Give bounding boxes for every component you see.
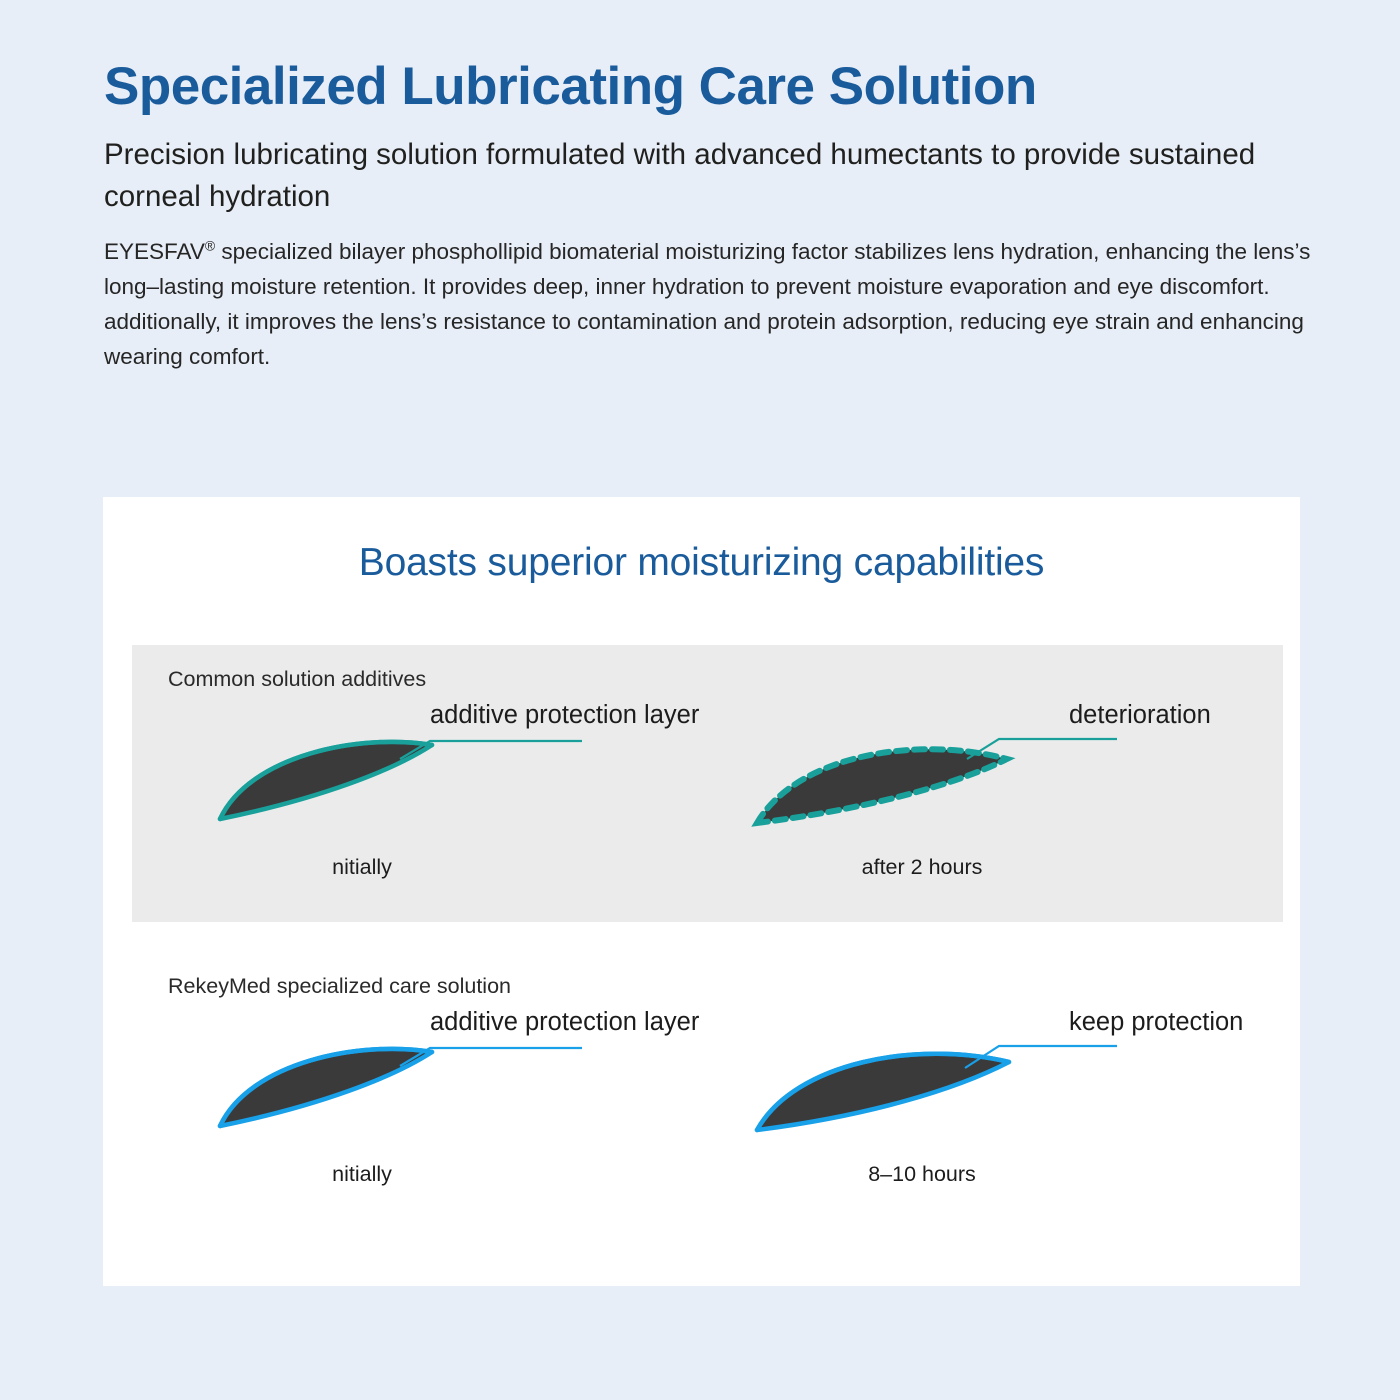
registered-trademark-icon: ® xyxy=(204,237,216,254)
leader-line xyxy=(399,1046,582,1067)
comparison-row-rekeymed: RekeyMed specialized care solution addit… xyxy=(132,952,1283,1229)
row-label-common: Common solution additives xyxy=(168,667,427,691)
caption-initially: nitially xyxy=(332,1162,392,1186)
lens-upper-edge xyxy=(217,1046,435,1129)
page-subtitle: Precision lubricating solution formulate… xyxy=(104,138,1256,214)
lens-diagram-common-initially xyxy=(217,739,582,822)
lens-cell-common-initially: additive protection layer nitially xyxy=(132,645,699,922)
caption-initially: nitially xyxy=(332,855,392,879)
lens-diagram-rekeymed-initially xyxy=(217,1046,582,1129)
lens-deterioration-outline xyxy=(751,746,1016,827)
comparison-card: Boasts superior moisturizing capabilitie… xyxy=(103,497,1300,1286)
annotation-keep-protection: keep protection xyxy=(1069,1008,1244,1036)
header-block: Specialized Lubricating Care Solution Pr… xyxy=(104,57,1334,374)
comparison-row-common: Common solution additives additive prote… xyxy=(132,645,1283,922)
lens-diagram-rekeymed-protected xyxy=(754,1044,1117,1133)
annotation-additive-protection-layer: additive protection layer xyxy=(430,1008,700,1036)
lens-cell-rekeymed-initially: additive protection layer nitially xyxy=(132,952,699,1229)
description-text: specialized bilayer phosphollipid biomat… xyxy=(104,239,1311,370)
leader-line xyxy=(966,737,1117,760)
leader-line xyxy=(964,1044,1117,1069)
lens-diagram-common-deteriorated xyxy=(751,737,1117,827)
page-description: EYESFAV® specialized bilayer phosphollip… xyxy=(104,234,1319,374)
brand-name: EYESFAV xyxy=(104,239,205,265)
page-title: Specialized Lubricating Care Solution xyxy=(104,57,1037,116)
leader-line xyxy=(399,739,582,760)
lens-cell-rekeymed-8-10-hours: keep protection 8–10 hours xyxy=(717,952,1277,1229)
annotation-additive-protection-layer: additive protection layer xyxy=(430,701,700,729)
lens-cell-common-after-2-hours: deterioration after 2 hours xyxy=(717,645,1277,922)
card-title: Boasts superior moisturizing capabilitie… xyxy=(358,541,1045,584)
lens-shape xyxy=(757,749,1007,823)
caption-after-2-hours: after 2 hours xyxy=(861,855,983,879)
row-label-rekeymed: RekeyMed specialized care solution xyxy=(168,974,511,998)
annotation-deterioration: deterioration xyxy=(1069,701,1211,729)
caption-8-10-hours: 8–10 hours xyxy=(868,1162,976,1186)
lens-upper-edge xyxy=(754,1051,1012,1133)
lens-upper-edge xyxy=(217,739,435,822)
